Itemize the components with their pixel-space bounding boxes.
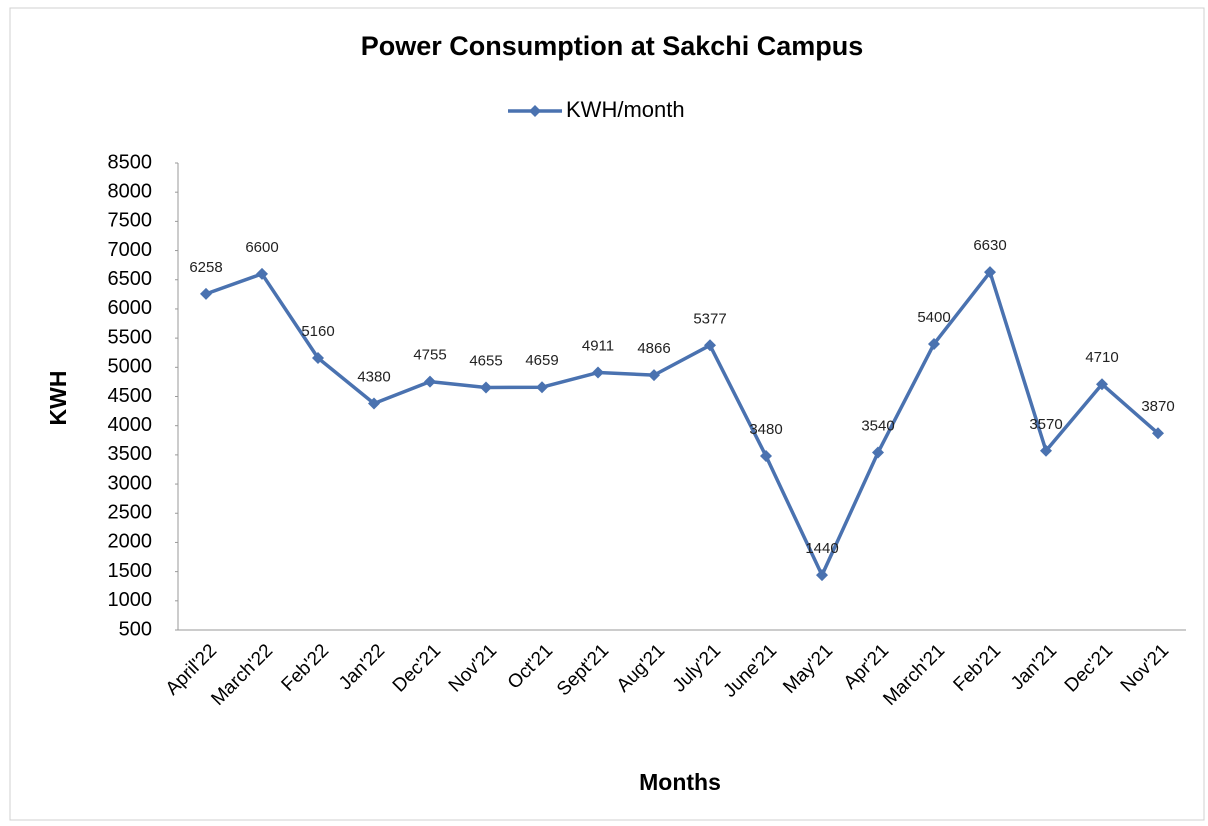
data-label: 3570 <box>1029 416 1062 433</box>
y-tick-label: 3500 <box>108 443 153 465</box>
legend-marker <box>529 105 541 117</box>
y-tick-label: 1500 <box>108 560 153 582</box>
data-label: 4866 <box>637 340 670 357</box>
y-tick-label: 5500 <box>108 326 153 348</box>
data-label: 4655 <box>469 352 502 369</box>
data-point <box>1040 444 1052 457</box>
data-label: 4710 <box>1085 349 1118 366</box>
data-label: 4755 <box>413 347 446 364</box>
y-tick-label: 8500 <box>108 151 153 173</box>
y-tick-label: 4500 <box>108 385 153 407</box>
y-tick-label: 500 <box>119 618 152 640</box>
data-point <box>424 375 436 388</box>
y-tick-label: 2000 <box>108 531 153 553</box>
data-point <box>256 267 268 280</box>
y-tick-label: 3000 <box>108 472 153 494</box>
data-point <box>816 569 828 582</box>
data-label: 5400 <box>917 309 950 326</box>
data-label: 1440 <box>805 540 838 557</box>
data-point <box>928 337 940 350</box>
data-point <box>760 450 772 463</box>
y-tick-label: 4000 <box>108 414 153 436</box>
data-label: 4659 <box>525 352 558 369</box>
data-point <box>592 366 604 379</box>
x-axis-title: Months <box>639 769 721 795</box>
data-point <box>536 381 548 394</box>
data-point <box>1096 378 1108 391</box>
y-tick-label: 8000 <box>108 180 153 202</box>
data-point <box>368 397 380 410</box>
data-point <box>1152 427 1164 440</box>
y-tick-label: 6000 <box>108 297 153 319</box>
y-tick-label: 5000 <box>108 356 153 378</box>
data-label: 6258 <box>189 259 222 276</box>
y-tick-label: 7500 <box>108 210 153 232</box>
data-label: 4380 <box>357 368 390 385</box>
y-tick-label: 6500 <box>108 268 153 290</box>
data-label: 6630 <box>973 237 1006 254</box>
y-axis-title: KWH <box>45 371 71 426</box>
data-point <box>200 287 212 300</box>
data-label: 3870 <box>1141 398 1174 415</box>
y-tick-label: 7000 <box>108 239 153 261</box>
data-label: 5160 <box>301 323 334 340</box>
data-point <box>480 381 492 394</box>
data-point <box>984 266 996 279</box>
data-label: 5377 <box>693 310 726 327</box>
series-line <box>205 270 1160 577</box>
data-point <box>872 446 884 459</box>
data-label: 3540 <box>861 418 894 435</box>
data-label: 4911 <box>582 337 614 354</box>
data-label: 6600 <box>245 239 278 256</box>
y-tick-label: 1000 <box>108 589 153 611</box>
y-tick-label: 2500 <box>108 502 153 524</box>
data-point <box>704 339 716 352</box>
chart-frame <box>9 7 1205 821</box>
chart-title: Power Consumption at Sakchi Campus <box>361 31 864 61</box>
data-point <box>648 369 660 382</box>
data-point <box>312 351 324 364</box>
legend-label: KWH/month <box>566 97 685 122</box>
data-label: 3480 <box>749 421 782 438</box>
